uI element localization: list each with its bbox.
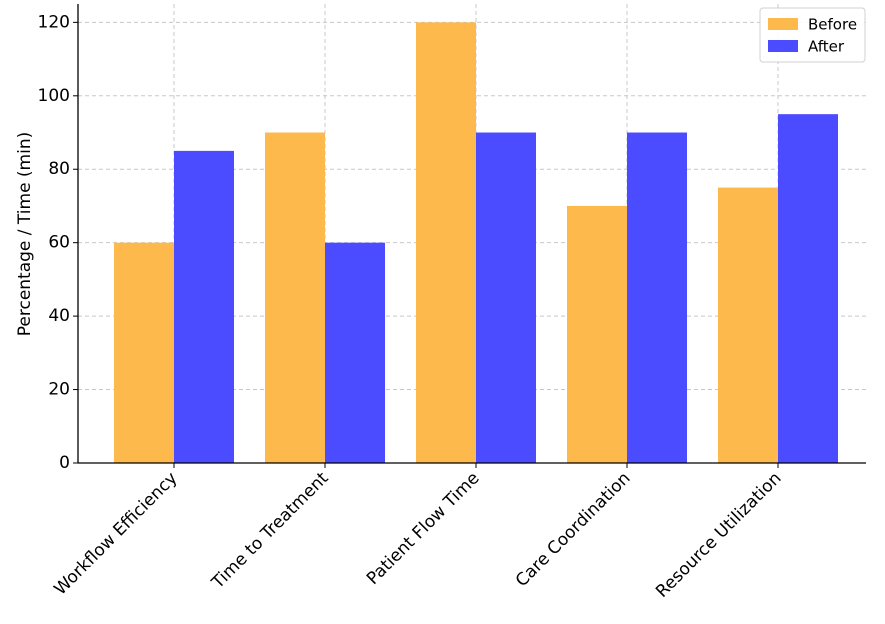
bar-after-patient-flow-time: [476, 132, 536, 463]
bar-after-time-to-treatment: [325, 242, 385, 463]
y-tick-label: 100: [38, 86, 70, 106]
y-axis-label: Percentage / Time (min): [15, 132, 35, 337]
bars: [114, 22, 838, 464]
legend-swatch-after: [768, 40, 798, 52]
x-tick-labels: Workflow Efficiency Time to Treatment Pati…: [50, 468, 785, 602]
y-tick-label: 0: [59, 453, 70, 473]
x-tick-label: Time to Treatment: [207, 468, 332, 593]
axes: [73, 4, 866, 468]
y-tick-label: 80: [48, 159, 70, 179]
bar-before-time-to-treatment: [265, 132, 325, 463]
legend: Before After: [759, 7, 866, 63]
legend-label-before: Before: [808, 16, 857, 34]
bar-after-care-coordination: [627, 132, 687, 463]
bar-after-workflow-efficiency: [174, 150, 234, 463]
x-tick-label: Resource Utilization: [652, 468, 785, 601]
x-tick-label: Workflow Efficiency: [50, 468, 181, 599]
y-tick-label: 120: [38, 12, 70, 32]
bar-before-workflow-efficiency: [114, 242, 174, 463]
y-tick-label: 60: [48, 233, 70, 253]
bar-before-resource-utilization: [718, 187, 778, 463]
y-tick-label: 20: [48, 380, 70, 400]
x-tick-label: Care Coordination: [512, 468, 635, 591]
bar-after-resource-utilization: [778, 114, 838, 463]
bar-before-patient-flow-time: [416, 22, 476, 464]
x-tick-label: Patient Flow Time: [363, 468, 484, 589]
legend-swatch-before: [768, 18, 798, 30]
y-tick-labels: 0 20 40 60 80 100 120: [38, 12, 70, 473]
bar-before-care-coordination: [567, 205, 627, 463]
legend-label-after: After: [808, 38, 845, 56]
y-tick-label: 40: [48, 306, 70, 326]
